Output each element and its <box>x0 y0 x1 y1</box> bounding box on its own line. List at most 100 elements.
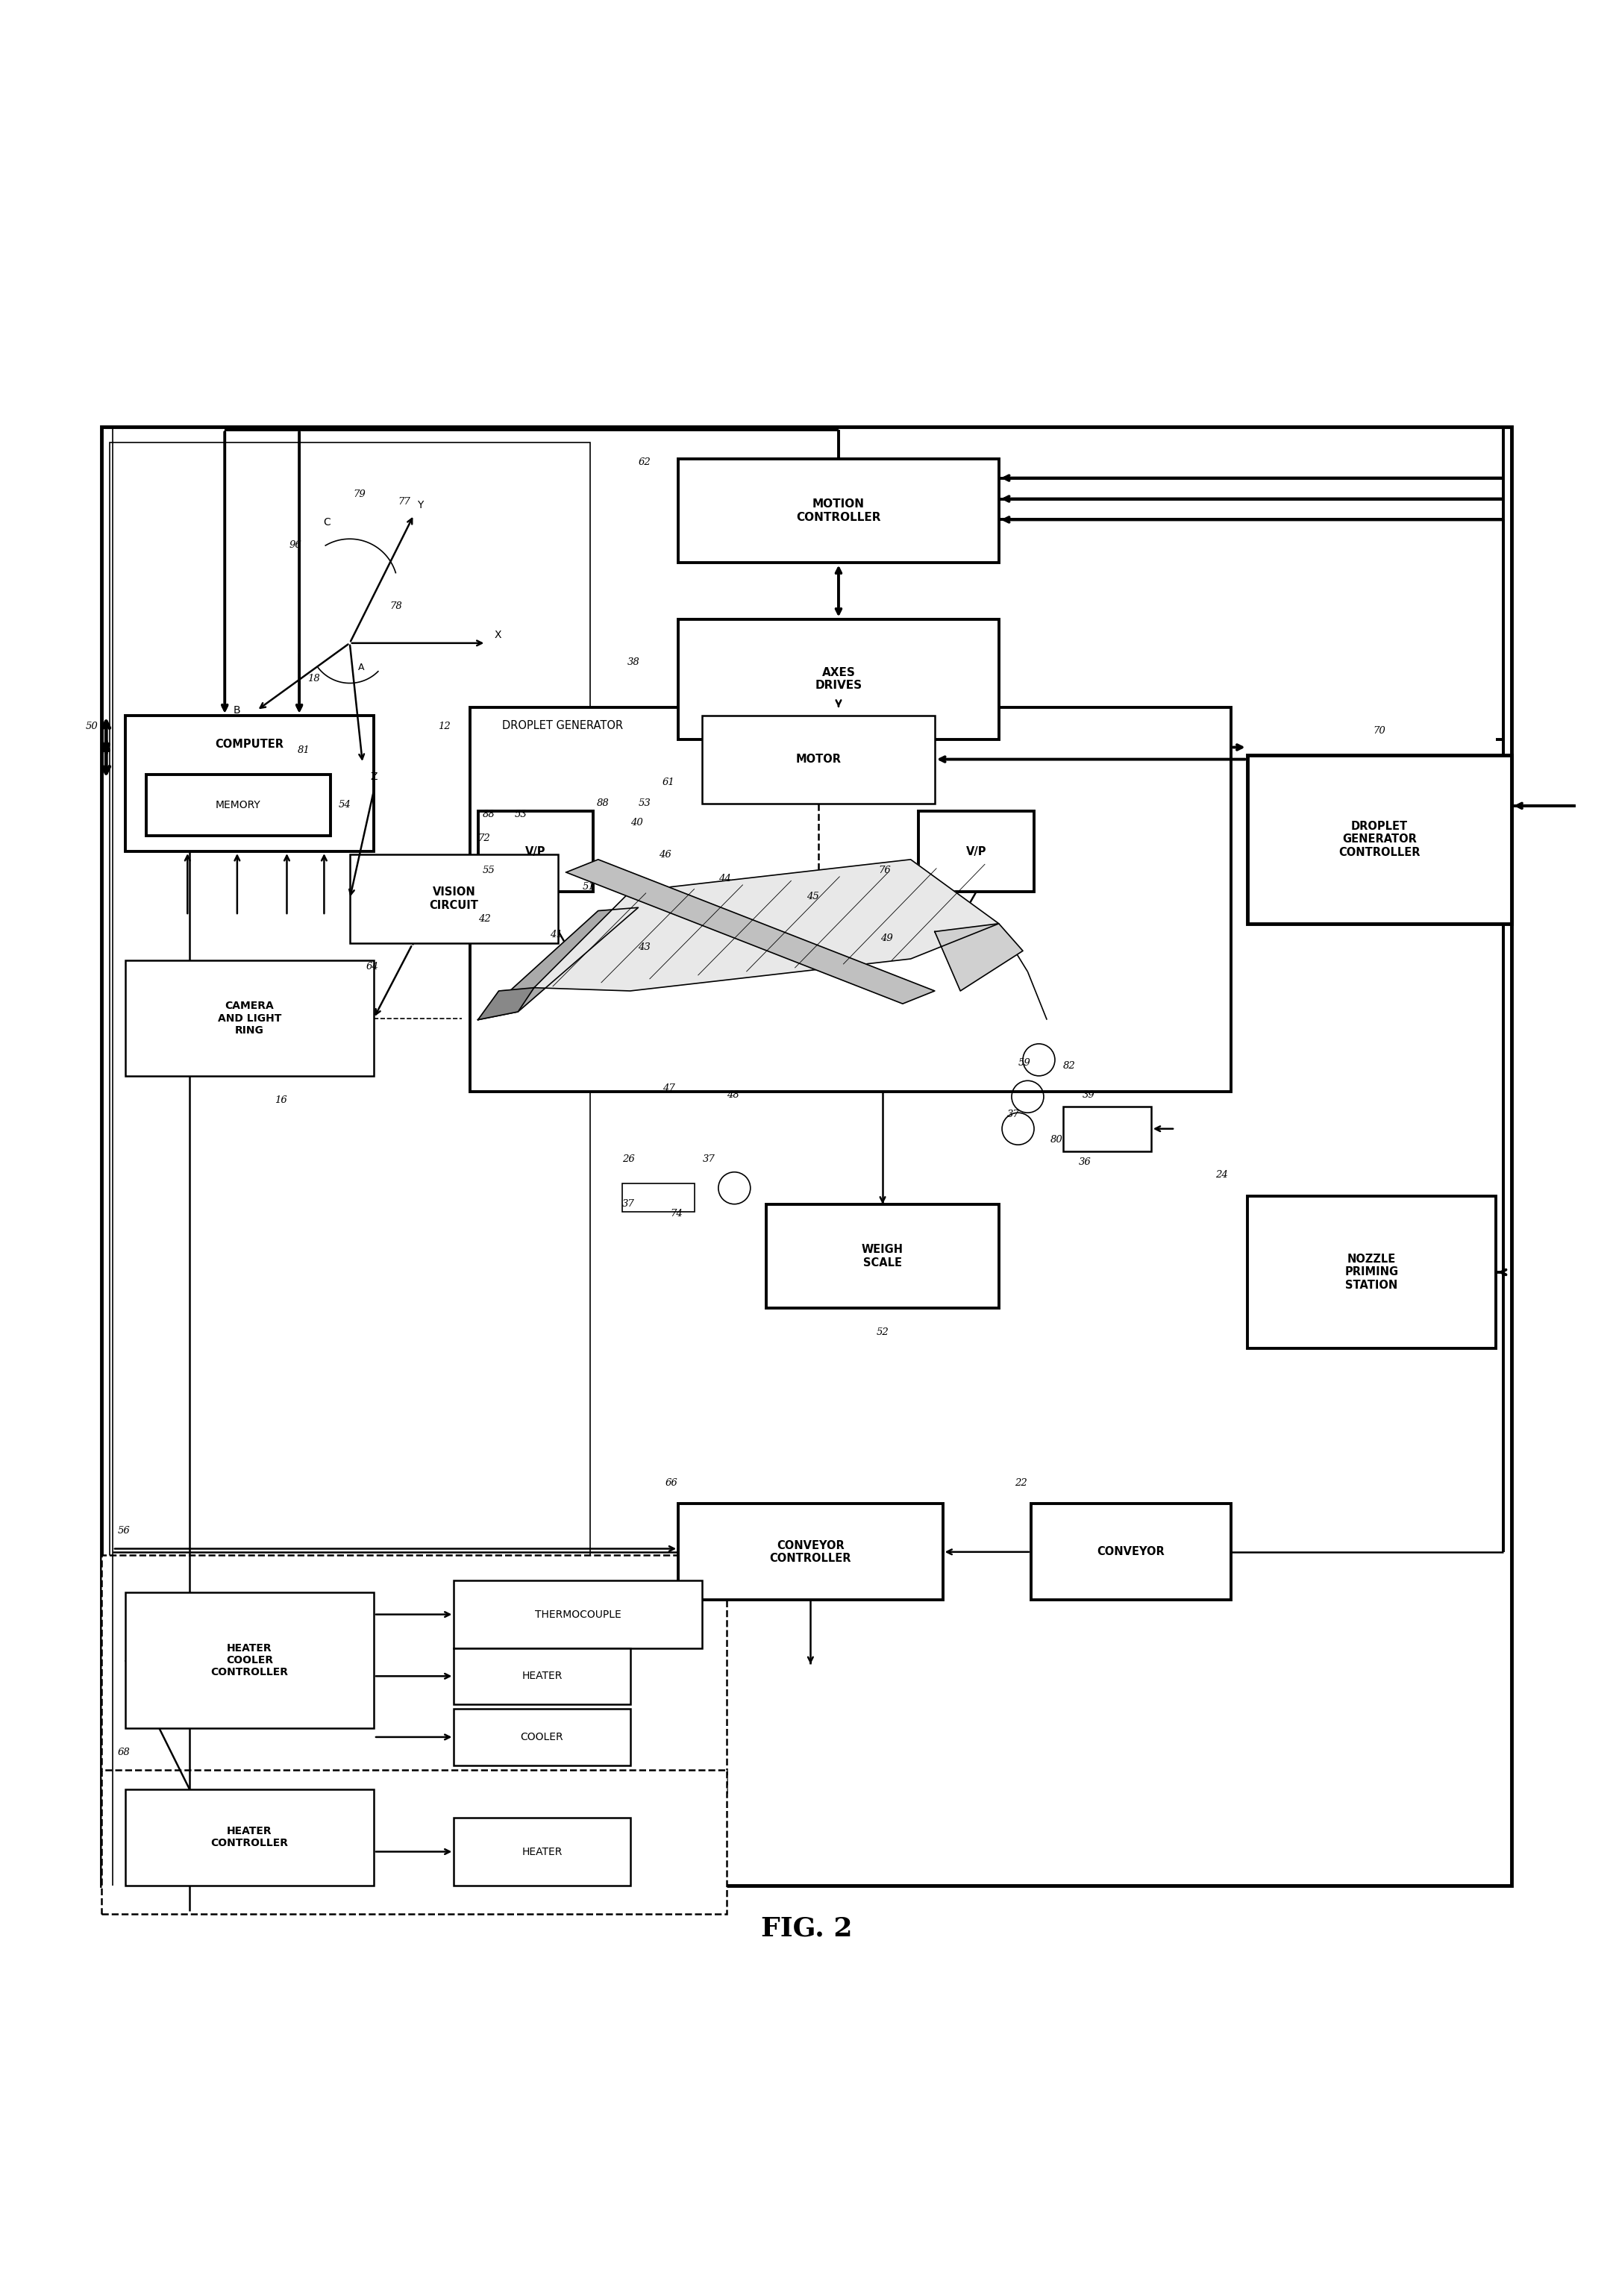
Text: Y: Y <box>418 501 423 510</box>
Text: 88: 88 <box>597 799 610 808</box>
Text: DROPLET
GENERATOR
CONTROLLER: DROPLET GENERATOR CONTROLLER <box>1339 822 1421 859</box>
Text: 36: 36 <box>1079 1157 1092 1166</box>
Text: 37: 37 <box>702 1155 715 1164</box>
Text: 82: 82 <box>1063 1061 1076 1070</box>
Polygon shape <box>477 987 534 1019</box>
Bar <box>350 854 558 944</box>
Text: DROPLET GENERATOR: DROPLET GENERATOR <box>502 721 623 730</box>
Text: C: C <box>323 517 331 528</box>
Text: 76: 76 <box>879 866 890 875</box>
Text: COMPUTER: COMPUTER <box>215 739 284 751</box>
Text: 37: 37 <box>623 1199 634 1210</box>
Text: A: A <box>358 661 365 673</box>
Text: B: B <box>234 705 240 716</box>
Text: 16: 16 <box>274 1095 287 1104</box>
Text: NOZZLE
PRIMING
STATION: NOZZLE PRIMING STATION <box>1345 1254 1398 1290</box>
Text: 22: 22 <box>1015 1479 1027 1488</box>
Text: HEATER
CONTROLLER: HEATER CONTROLLER <box>211 1825 289 1848</box>
Text: CONVEYOR
CONTROLLER: CONVEYOR CONTROLLER <box>769 1541 852 1564</box>
Text: 42: 42 <box>477 914 490 923</box>
Text: 81: 81 <box>297 746 310 755</box>
Text: 77: 77 <box>398 498 410 507</box>
Bar <box>453 1580 702 1649</box>
Text: AXES
DRIVES: AXES DRIVES <box>815 668 861 691</box>
Text: 41: 41 <box>550 930 563 939</box>
Bar <box>469 707 1231 1093</box>
Text: 24: 24 <box>1215 1171 1227 1180</box>
Text: 88: 88 <box>482 810 495 820</box>
Text: 51: 51 <box>582 882 595 891</box>
Bar <box>110 443 590 1878</box>
Bar <box>679 459 998 563</box>
Polygon shape <box>534 859 998 992</box>
Text: 96: 96 <box>289 540 302 551</box>
Text: V/P: V/P <box>966 845 987 856</box>
Text: 47: 47 <box>663 1084 674 1093</box>
Bar <box>453 1708 631 1766</box>
Text: 80: 80 <box>1050 1134 1063 1146</box>
Text: 68: 68 <box>118 1747 131 1756</box>
Text: HEATER
COOLER
CONTROLLER: HEATER COOLER CONTROLLER <box>211 1644 289 1678</box>
Text: 55: 55 <box>482 866 495 875</box>
Text: 40: 40 <box>631 817 642 827</box>
Bar <box>453 1818 631 1885</box>
Text: 56: 56 <box>118 1527 131 1536</box>
Text: 50: 50 <box>85 721 98 730</box>
Bar <box>702 716 934 804</box>
Bar <box>477 810 594 891</box>
Text: 52: 52 <box>876 1327 889 1336</box>
Text: 62: 62 <box>639 457 650 466</box>
Bar <box>453 1649 631 1704</box>
Text: 37: 37 <box>1007 1109 1019 1118</box>
Bar <box>679 620 998 739</box>
Bar <box>102 1554 726 1793</box>
Text: 49: 49 <box>881 932 892 944</box>
Bar <box>1247 755 1511 923</box>
Text: CONVEYOR: CONVEYOR <box>1097 1545 1165 1557</box>
Bar <box>623 1182 694 1212</box>
Text: 61: 61 <box>663 778 674 788</box>
Text: FIG. 2: FIG. 2 <box>761 1917 852 1942</box>
Bar <box>126 1789 374 1885</box>
Text: 74: 74 <box>671 1208 682 1219</box>
Text: 44: 44 <box>718 875 731 884</box>
Text: THERMOCOUPLE: THERMOCOUPLE <box>536 1609 621 1619</box>
Text: MEMORY: MEMORY <box>216 799 261 810</box>
Bar <box>147 774 331 836</box>
Polygon shape <box>566 859 934 1003</box>
Bar <box>679 1504 942 1600</box>
Text: Z: Z <box>371 771 377 781</box>
Text: COOLER: COOLER <box>521 1731 563 1743</box>
Bar <box>102 1770 726 1915</box>
Text: 48: 48 <box>726 1091 739 1100</box>
Text: 53: 53 <box>515 810 527 820</box>
Text: 46: 46 <box>660 850 671 859</box>
Text: 54: 54 <box>339 799 352 810</box>
Text: 39: 39 <box>1082 1091 1095 1100</box>
Polygon shape <box>934 923 1023 992</box>
Text: 18: 18 <box>308 673 319 684</box>
Text: X: X <box>494 629 502 641</box>
Bar <box>126 960 374 1077</box>
Text: MOTOR: MOTOR <box>795 753 842 765</box>
Bar <box>1247 1196 1495 1348</box>
Text: 79: 79 <box>353 489 366 498</box>
Text: 53: 53 <box>639 799 650 808</box>
Bar <box>1031 1504 1231 1600</box>
Bar <box>1063 1107 1152 1150</box>
Text: 26: 26 <box>623 1155 634 1164</box>
Text: VISION
CIRCUIT: VISION CIRCUIT <box>429 886 479 912</box>
Text: 72: 72 <box>477 833 490 843</box>
Text: 38: 38 <box>627 657 639 668</box>
Bar <box>919 810 1034 891</box>
Bar <box>126 716 374 852</box>
Text: WEIGH
SCALE: WEIGH SCALE <box>861 1244 903 1267</box>
Text: 12: 12 <box>437 721 450 730</box>
Text: 66: 66 <box>666 1479 677 1488</box>
Bar <box>766 1203 998 1309</box>
Polygon shape <box>477 907 639 1019</box>
Text: 43: 43 <box>639 944 650 953</box>
Text: 70: 70 <box>1373 726 1386 737</box>
Text: MOTION
CONTROLLER: MOTION CONTROLLER <box>797 498 881 523</box>
Bar <box>126 1591 374 1729</box>
